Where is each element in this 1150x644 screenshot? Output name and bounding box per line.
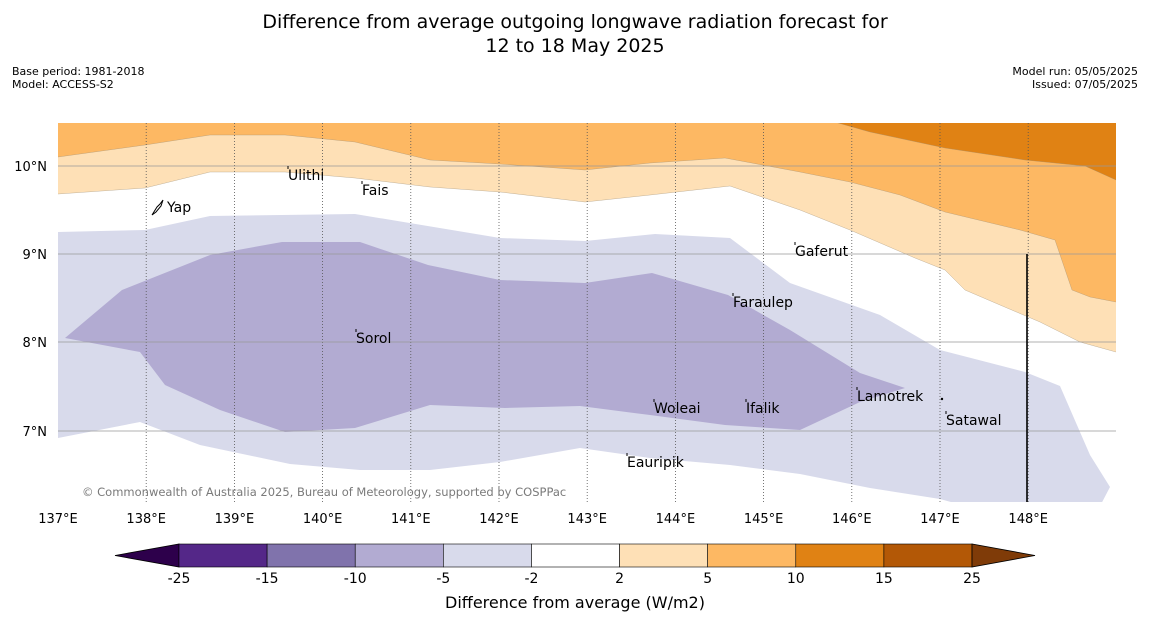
- colorbar-tick-label: 15: [875, 571, 893, 587]
- title-line-2: 12 to 18 May 2025: [485, 35, 665, 57]
- colorbar-bin: [266, 543, 356, 568]
- lat-tick-label: 7°N: [23, 425, 48, 440]
- colorbar-bin: [354, 543, 444, 568]
- place-label: Woleai: [654, 401, 701, 417]
- colorbar-tick-label: -2: [524, 571, 538, 587]
- colorbar-bin: [443, 543, 532, 568]
- colorbar-extend-low: [114, 543, 180, 568]
- lon-tick-label: 140°E: [303, 512, 343, 527]
- field-neutral-south: [58, 422, 951, 502]
- place-labels: Ulithi Fais Yap Gaferut Faraulep Sorol Lamotre…: [166, 166, 1001, 471]
- longitude-tick-labels: 137°E 138°E 139°E 140°E 141°E 142°E 143°E 144°E…: [38, 512, 1048, 527]
- latitude-gridlines: [58, 165, 1116, 432]
- colorbar-bin: [531, 543, 620, 568]
- lat-tick-label: 8°N: [23, 336, 48, 351]
- lon-tick-label: 143°E: [567, 512, 607, 527]
- lon-tick-label: 148°E: [1008, 512, 1048, 527]
- colorbar-tick-label: -15: [256, 571, 279, 587]
- lon-tick-label: 138°E: [126, 512, 166, 527]
- colorbar-bin: [178, 543, 268, 568]
- colorbar-label: Difference from average (W/m2): [445, 593, 705, 612]
- place-label: Ifalik: [746, 401, 780, 417]
- colorbar-tick-label: -5: [436, 571, 450, 587]
- base-info: Base period: 1981-2018 Model: ACCESS-S2: [12, 65, 144, 91]
- place-label: Lamotrek: [857, 389, 924, 405]
- place-label: Yap: [166, 200, 191, 216]
- issued-date: Issued: 07/05/2025: [1031, 78, 1138, 91]
- yap-island-shape: [151, 199, 164, 216]
- lon-tick-label: 146°E: [832, 512, 872, 527]
- lon-tick-label: 141°E: [391, 512, 431, 527]
- place-label: Eauripik: [627, 455, 685, 471]
- contour-lines: [58, 123, 1116, 353]
- place-label: Fais: [362, 183, 389, 199]
- colorbar-extend-high: [971, 543, 1036, 568]
- place-label: Satawal: [946, 413, 1001, 429]
- place-label: Gaferut: [795, 244, 849, 260]
- lon-tick-label: 144°E: [656, 512, 696, 527]
- lon-tick-label: 142°E: [479, 512, 519, 527]
- lon-tick-label: 139°E: [215, 512, 255, 527]
- colorbar-tick-label: 5: [703, 571, 712, 587]
- lat-tick-label: 10°N: [14, 160, 47, 175]
- place-label: Sorol: [356, 331, 391, 347]
- colorbar-tick-label: -25: [168, 571, 191, 587]
- title-line-1: Difference from average outgoing longwav…: [262, 11, 888, 33]
- colorbar-bin: [795, 543, 885, 568]
- base-period: Base period: 1981-2018: [12, 65, 145, 78]
- model-name: Model: ACCESS-S2: [12, 78, 114, 91]
- longitude-gridlines: [145, 123, 1029, 502]
- field-5-to-10: [58, 123, 1116, 302]
- field-minus-10-to-minus-5: [65, 242, 905, 432]
- field-10-to-15: [838, 123, 1116, 180]
- island-dot: [940, 397, 944, 401]
- colorbar-bin: [883, 543, 973, 568]
- colorbar-tick-label: 2: [615, 571, 624, 587]
- lon-tick-label: 147°E: [920, 512, 960, 527]
- run-info: Model run: 05/05/2025 Issued: 07/05/2025: [1012, 65, 1138, 91]
- colorbar-bin: [619, 543, 708, 568]
- colorbar-tick-label: 10: [787, 571, 805, 587]
- lat-tick-label: 9°N: [23, 248, 48, 263]
- colorbar-bin: [707, 543, 797, 568]
- lon-tick-label: 137°E: [38, 512, 78, 527]
- colorbar-tick-label: -10: [344, 571, 367, 587]
- model-run: Model run: 05/05/2025: [1012, 65, 1138, 78]
- colorbar-tick-label: 25: [963, 571, 981, 587]
- forecast-map: Ulithi Fais Yap Gaferut Faraulep Sorol Lamotre…: [14, 123, 1116, 587]
- copyright-note: © Commonwealth of Australia 2025, Bureau…: [82, 485, 566, 499]
- place-label: Faraulep: [733, 295, 793, 311]
- place-label: Ulithi: [288, 168, 324, 184]
- chart-title: Difference from average outgoing longwav…: [0, 10, 1150, 58]
- latitude-tick-labels: 10°N 9°N 8°N 7°N: [14, 160, 47, 440]
- lon-tick-label: 145°E: [744, 512, 784, 527]
- colorbar: -25 -15 -10 -5 -2 2 5 10 15 25: [114, 543, 1036, 587]
